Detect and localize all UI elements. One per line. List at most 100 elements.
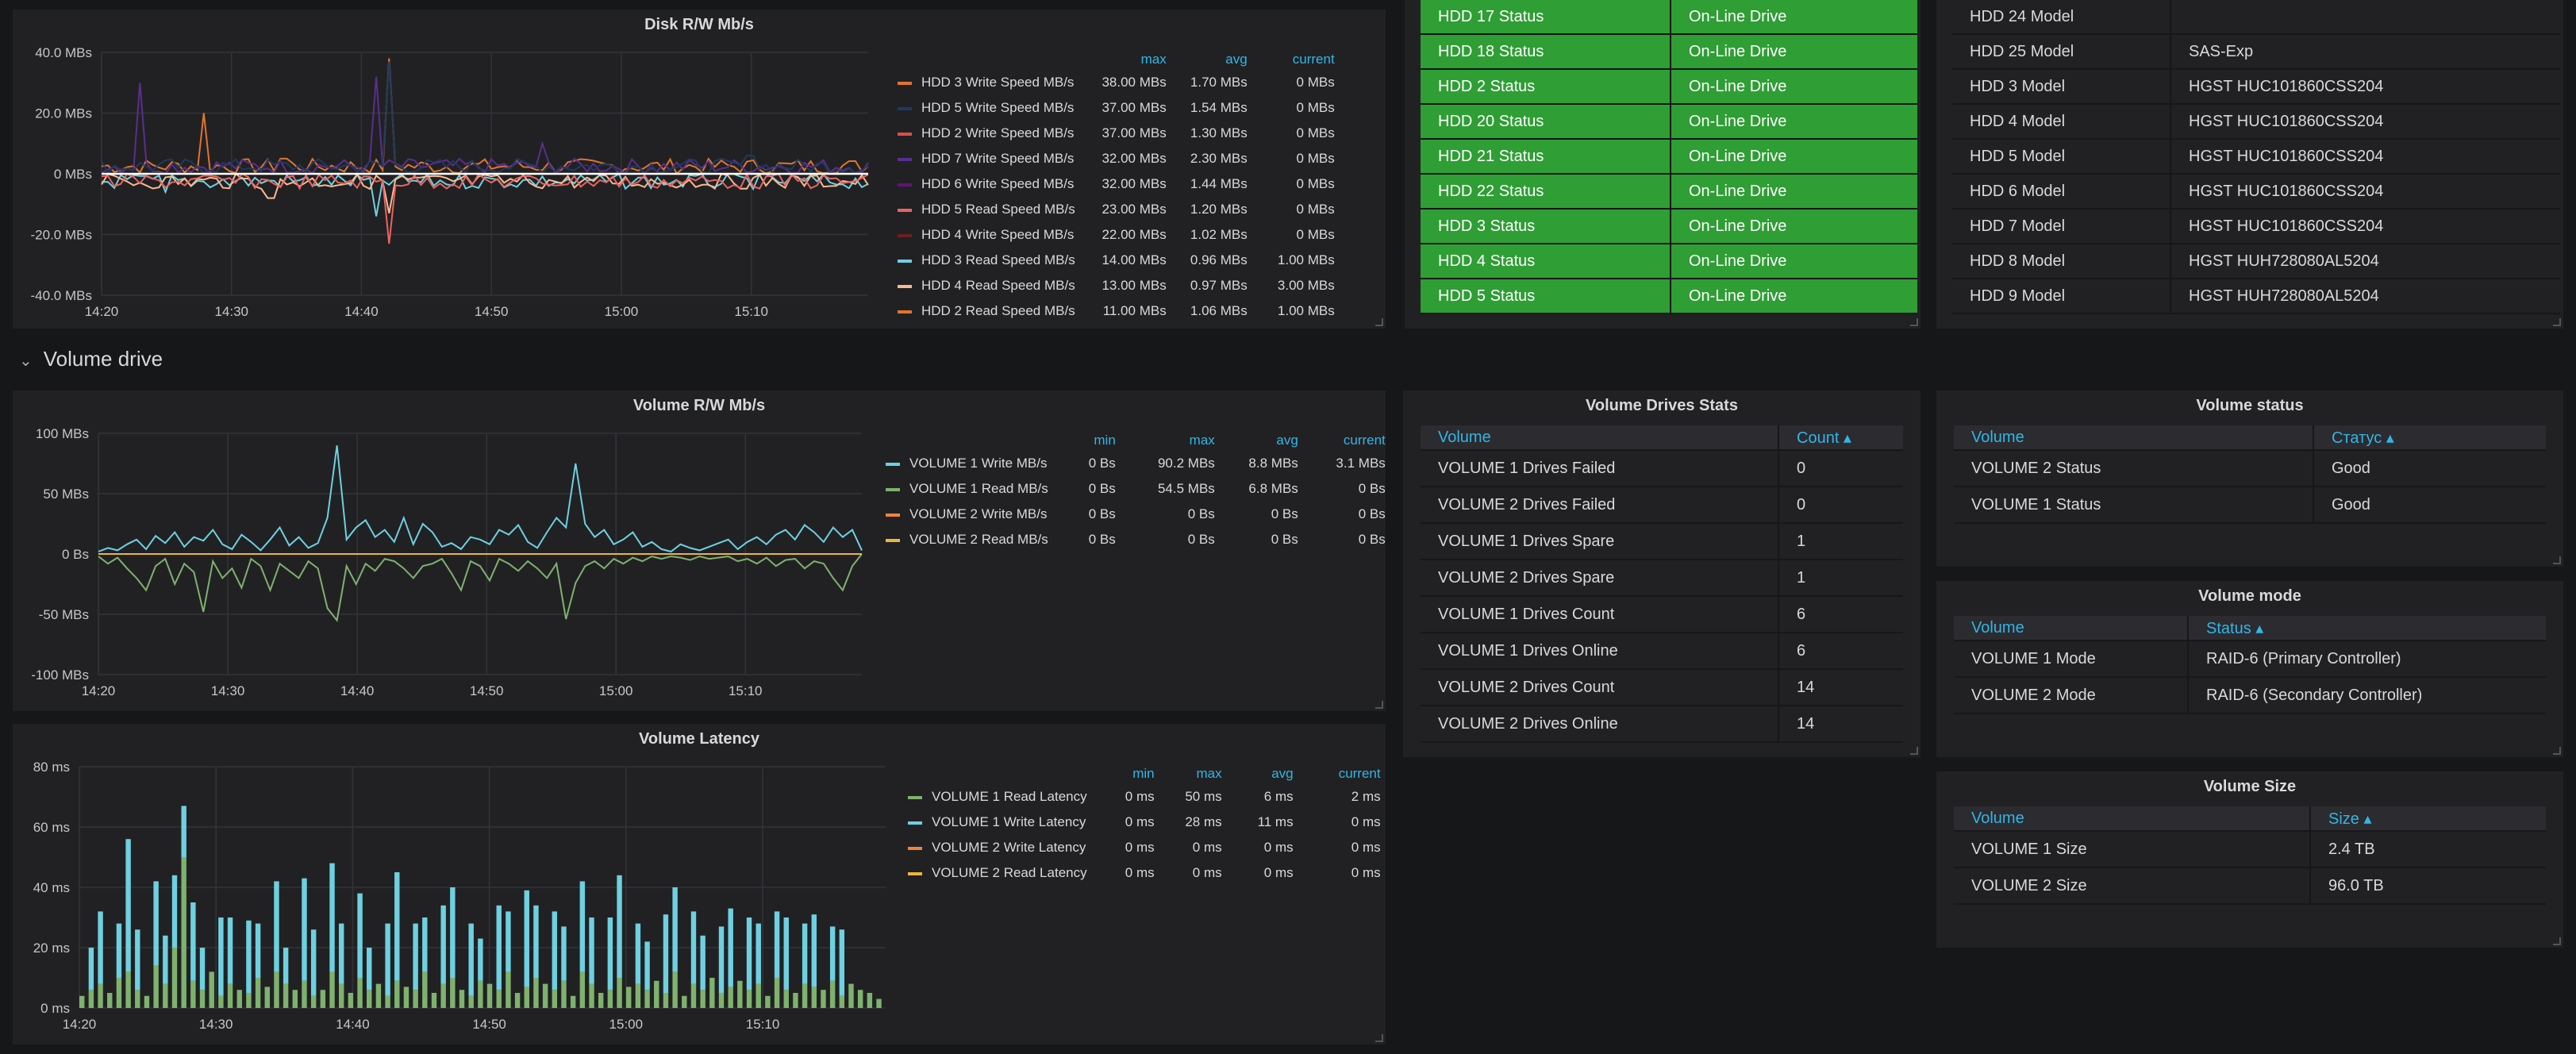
bar-read-latency (755, 983, 761, 1008)
table-row: VOLUME 2 Drives Count 14 (1421, 669, 1903, 706)
legend-item[interactable]: VOLUME 1 Read MB/s 0 Bs 54.5 MBs 6.8 MBs 0 B… (886, 476, 1386, 502)
legend-item[interactable]: VOLUME 2 Write Latency 0 ms 0 ms 0 ms 0 ms (908, 835, 1381, 860)
legend-swatch-icon (886, 538, 900, 542)
legend-item[interactable]: HDD 4 Write Speed MB/s 22.00 MBs 1.02 MBs 0… (898, 222, 1335, 248)
hdd-status-row: HDD 18 Status On-Line Drive (1421, 34, 1917, 70)
legend-item[interactable]: HDD 2 Write Speed MB/s 37.00 MBs 1.30 MBs 0… (898, 121, 1335, 146)
bar-read-latency (802, 983, 808, 1008)
bar-read-latency (718, 993, 725, 1008)
hdd-model-row: HDD 7 Model HGST HUC101860CSS204 (1952, 209, 2560, 244)
y-tick-label: -50 MBs (39, 607, 89, 622)
cell-name: HDD 25 Model (1952, 34, 2170, 70)
bar-read-latency (506, 971, 511, 1008)
legend-min: 0 Bs (1088, 481, 1116, 496)
x-tick-label: 14:20 (63, 1017, 97, 1032)
bar-read-latency (644, 990, 650, 1008)
legend-header-current[interactable]: current (1343, 433, 1386, 448)
bar-write-latency (589, 917, 594, 984)
column-header-volume[interactable]: Volume (1421, 425, 1778, 451)
x-tick-label: 15:00 (609, 1017, 644, 1032)
legend-item[interactable]: HDD 4 Read Speed MB/s 13.00 MBs 0.97 MBs 3.… (898, 273, 1335, 298)
legend-header-min[interactable]: min (1132, 766, 1155, 781)
cell-name: VOLUME 2 Drives Count (1421, 669, 1778, 706)
column-header-size[interactable]: Size ▴ (2309, 806, 2546, 832)
table-row: VOLUME 2 Drives Spare 1 (1421, 560, 1903, 597)
bar-read-latency (88, 990, 94, 1008)
legend-current: 0 Bs (1358, 532, 1386, 547)
legend-item[interactable]: HDD 3 Read Speed MB/s 14.00 MBs 0.96 MBs 1.… (898, 248, 1335, 273)
bar-write-latency (802, 923, 808, 984)
legend-header-max[interactable]: max (1140, 52, 1167, 67)
cell-name: VOLUME 2 Status (1954, 450, 2313, 487)
legend-item[interactable]: VOLUME 2 Read Latency 0 ms 0 ms 0 ms 0 ms (908, 860, 1381, 886)
bar-read-latency (320, 990, 326, 1008)
legend-max: 0 ms (1192, 840, 1222, 855)
legend-min: 0 Bs (1088, 532, 1116, 547)
legend-current: 0 ms (1351, 814, 1381, 829)
legend-max: 38.00 MBs (1102, 75, 1167, 90)
bar-write-latency (181, 806, 186, 857)
cell-value: On-Line Drive (1670, 174, 1917, 210)
volume-latency-legend: min max avg current VOLUME 1 Read Latenc… (908, 764, 1381, 886)
legend-header-current[interactable]: current (1338, 766, 1381, 781)
legend-label-cell: VOLUME 1 Write MB/s (886, 451, 1048, 476)
bar-read-latency (171, 948, 178, 1008)
column-header-count[interactable]: Count ▴ (1778, 425, 1903, 451)
legend-item[interactable]: VOLUME 1 Write MB/s 0 Bs 90.2 MBs 8.8 MBs 3.… (886, 451, 1386, 476)
bar-read-latency (125, 971, 131, 1008)
legend-label: HDD 3 Write Speed MB/s (921, 75, 1075, 90)
legend-header-min[interactable]: min (1094, 433, 1116, 448)
column-header-volume[interactable]: Volume (1954, 806, 2310, 832)
column-header-volume[interactable]: Volume (1954, 425, 2313, 451)
row-volume-drive[interactable]: ⌄ Volume drive (19, 347, 163, 371)
legend-item[interactable]: HDD 3 Write Speed MB/s 38.00 MBs 1.70 MBs 0… (898, 70, 1335, 95)
legend-current: 3.00 MBs (1277, 278, 1335, 293)
cell-value: 0 (1778, 450, 1903, 487)
bar-read-latency (310, 995, 317, 1008)
bar-read-latency (283, 983, 289, 1008)
bar-read-latency (552, 990, 558, 1008)
series-line (101, 58, 869, 175)
legend-item[interactable]: HDD 5 Write Speed MB/s 37.00 MBs 1.54 MBs 0… (898, 95, 1335, 121)
cell-value: 0 (1778, 487, 1903, 524)
legend-item[interactable]: HDD 5 Read Speed MB/s 23.00 MBs 1.20 MBs 0 … (898, 197, 1335, 222)
bar-write-latency (774, 911, 780, 978)
legend-item[interactable]: HDD 2 Read Speed MB/s 11.00 MBs 1.06 MBs 1.… (898, 298, 1335, 324)
column-header-status[interactable]: Status ▴ (2187, 616, 2546, 641)
legend-avg: 0 Bs (1271, 532, 1298, 547)
cell-name: HDD 3 Status (1421, 209, 1671, 244)
legend-header-avg[interactable]: avg (1271, 766, 1294, 781)
column-header-status[interactable]: Статус ▴ (2313, 425, 2546, 451)
legend-item[interactable]: HDD 6 Write Speed MB/s 32.00 MBs 1.44 MBs 0… (898, 171, 1335, 197)
legend-item[interactable]: VOLUME 2 Write MB/s 0 Bs 0 Bs 0 Bs 0 Bs (886, 502, 1386, 527)
hdd-status-row: HDD 3 Status On-Line Drive (1421, 209, 1917, 244)
legend-header-current[interactable]: current (1292, 52, 1335, 67)
panel-title: Disk R/W Mb/s (644, 16, 754, 33)
legend-max: 0 Bs (1187, 532, 1215, 547)
bar-read-latency (542, 983, 548, 1008)
bar-write-latency (310, 929, 317, 996)
legend-item[interactable]: VOLUME 2 Read MB/s 0 Bs 0 Bs 0 Bs 0 Bs (886, 527, 1386, 552)
legend-header-max[interactable]: max (1189, 433, 1215, 448)
bar-write-latency (422, 917, 428, 972)
panel-title: Volume status (2196, 397, 2304, 414)
legend-item[interactable]: HDD 7 Write Speed MB/s 32.00 MBs 2.30 MBs 0… (898, 146, 1335, 171)
y-tick-label: 40.0 MBs (35, 45, 92, 60)
x-tick-label: 14:40 (344, 304, 379, 319)
table-row: VOLUME 1 Size 2.4 TB (1954, 831, 2546, 868)
legend-item[interactable]: VOLUME 1 Write Latency 0 ms 28 ms 11 ms 0 ms (908, 810, 1381, 835)
legend-item[interactable]: VOLUME 1 Read Latency 0 ms 50 ms 6 ms 2 ms (908, 784, 1381, 810)
hdd-model-panel: HDD 24 Model HDD 25 Model SAS-Exp HDD 3 Mod… (1936, 0, 2563, 329)
legend-header-max[interactable]: max (1196, 766, 1222, 781)
bar-read-latency (690, 983, 697, 1008)
legend-min: 0 Bs (1088, 456, 1116, 471)
legend-max: 37.00 MBs (1102, 100, 1167, 115)
bar-read-latency (783, 990, 789, 1008)
column-header-volume[interactable]: Volume (1954, 616, 2188, 641)
bar-read-latency (524, 987, 529, 1008)
legend-header-avg[interactable]: avg (1225, 52, 1248, 67)
legend-header-avg[interactable]: avg (1276, 433, 1298, 448)
